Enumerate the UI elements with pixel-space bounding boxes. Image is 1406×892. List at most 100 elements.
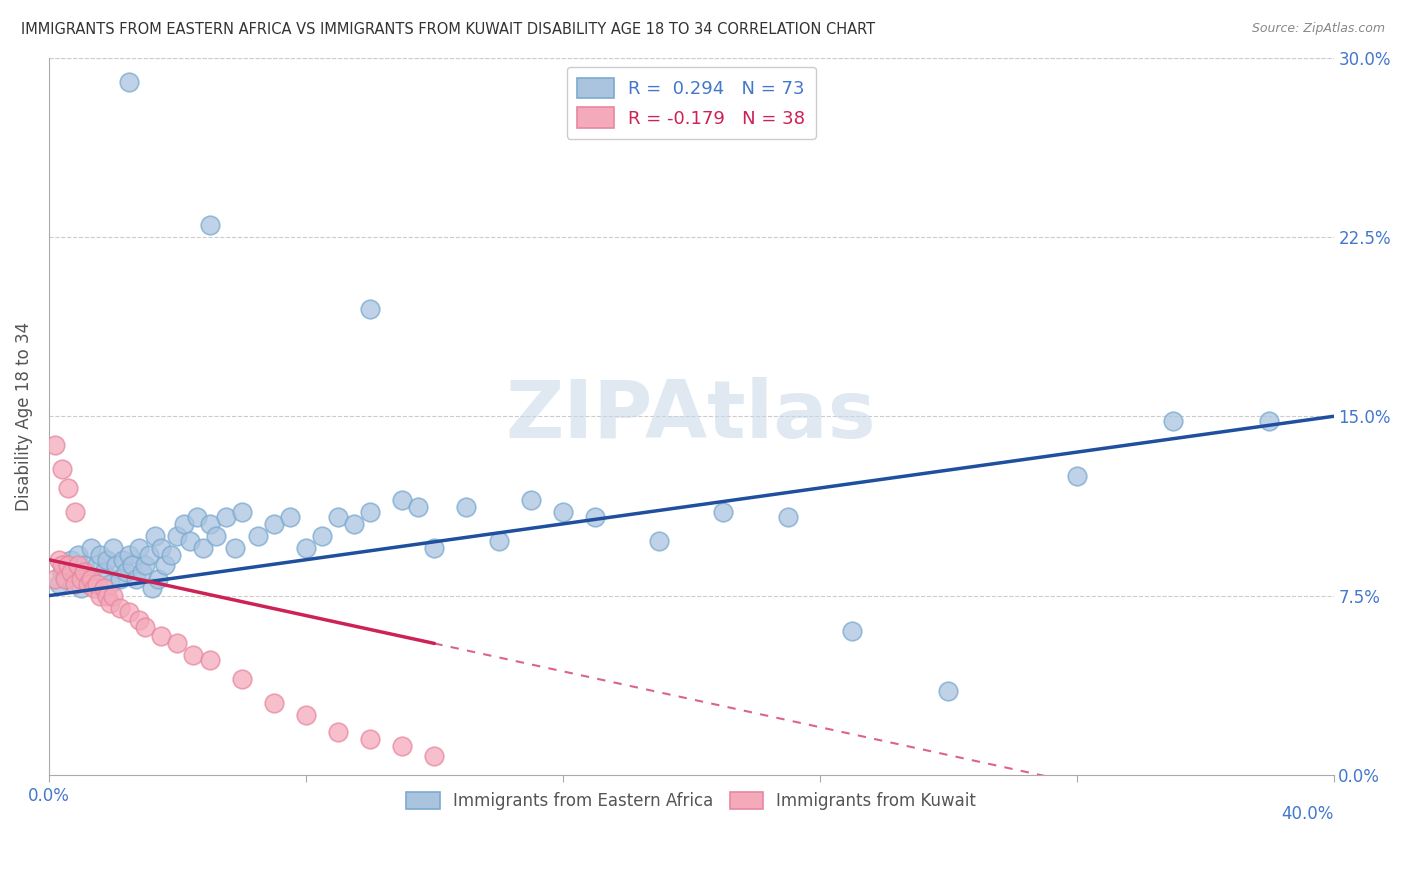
Point [231,505,253,519]
Point [58,572,80,586]
Point [263,696,285,710]
Point [103,541,125,555]
Point [246,529,269,543]
Point [89,589,111,603]
Point [776,509,799,524]
Point [150,541,173,555]
Point [80,572,103,586]
Point [115,565,138,579]
Point [58,558,80,572]
Point [343,516,366,531]
Point [198,653,221,667]
Point [44,572,66,586]
Point [134,558,156,572]
Point [146,572,169,586]
Point [63,576,86,591]
Point [224,541,246,555]
Point [121,558,143,572]
Point [191,541,214,555]
Point [359,301,381,316]
Point [583,509,606,524]
Point [128,613,150,627]
Text: ZIPAtlas: ZIPAtlas [506,377,876,455]
Point [278,509,301,524]
Y-axis label: Disability Age 18 to 34: Disability Age 18 to 34 [15,322,32,511]
Point [118,74,141,88]
Point [111,553,134,567]
Point [44,438,66,452]
Point [76,576,98,591]
Point [76,572,98,586]
Point [311,529,333,543]
Point [179,533,201,548]
Point [488,533,510,548]
Point [173,516,195,531]
Point [58,558,80,572]
Point [83,576,105,591]
Point [231,673,253,687]
Point [456,500,478,515]
Point [51,462,73,476]
Point [83,582,105,596]
Point [93,582,115,596]
Point [93,565,115,579]
Point [51,565,73,579]
Point [295,541,318,555]
Point [73,558,96,572]
Point [166,529,188,543]
Point [70,582,93,596]
Point [118,605,141,619]
Point [1066,469,1088,483]
Point [63,565,86,579]
Point [66,558,89,572]
Point [108,572,131,586]
Point [1161,414,1184,428]
Point [214,509,236,524]
Point [53,569,76,583]
Point [96,589,118,603]
Text: Source: ZipAtlas.com: Source: ZipAtlas.com [1251,22,1385,36]
Point [391,739,413,754]
Point [98,596,121,610]
Point [1258,414,1281,428]
Point [841,624,863,639]
Point [551,505,574,519]
Point [295,708,318,723]
Point [86,576,108,591]
Point [186,509,208,524]
Point [423,541,446,555]
Point [124,572,146,586]
Point [98,576,121,591]
Point [648,533,671,548]
Point [263,516,285,531]
Point [53,572,76,586]
Point [183,648,205,663]
Point [60,553,83,567]
Point [359,505,381,519]
Point [48,553,70,567]
Point [128,541,150,555]
Point [198,516,221,531]
Point [86,558,108,572]
Text: IMMIGRANTS FROM EASTERN AFRICA VS IMMIGRANTS FROM KUWAIT DISABILITY AGE 18 TO 34: IMMIGRANTS FROM EASTERN AFRICA VS IMMIGR… [21,22,875,37]
Point [936,684,959,698]
Point [391,493,413,508]
Point [70,572,93,586]
Point [103,589,125,603]
Point [153,558,176,572]
Point [198,218,221,232]
Point [166,636,188,650]
Point [80,541,103,555]
Point [118,548,141,562]
Point [326,725,349,739]
Point [359,732,381,747]
Point [205,529,228,543]
Point [108,600,131,615]
Point [423,748,446,763]
Point [96,553,118,567]
Point [73,565,96,579]
Point [60,565,83,579]
Point [51,558,73,572]
Point [66,548,89,562]
Point [134,620,156,634]
